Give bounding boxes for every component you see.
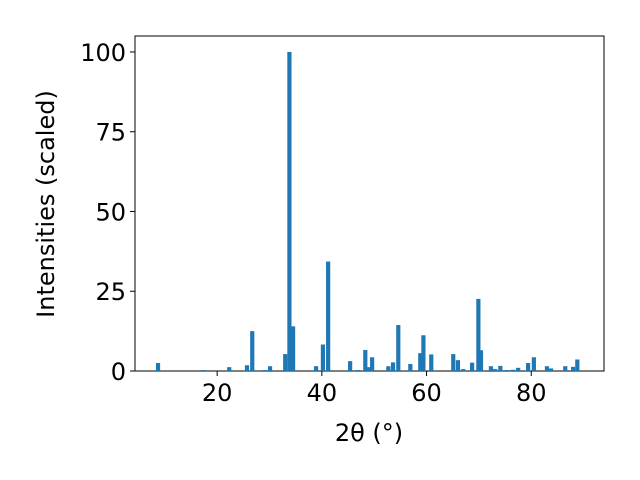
x-tick-label: 20 xyxy=(202,379,233,407)
bar xyxy=(408,363,413,371)
bar xyxy=(575,359,580,371)
y-tick-label: 25 xyxy=(95,278,126,306)
bar xyxy=(227,367,232,371)
bar xyxy=(314,366,319,371)
bar xyxy=(396,325,401,371)
bar xyxy=(418,353,423,371)
bar xyxy=(498,365,503,371)
bar xyxy=(250,331,255,371)
bar xyxy=(267,366,273,371)
bar xyxy=(386,366,391,371)
bar xyxy=(326,261,331,371)
bar xyxy=(476,298,481,371)
bar xyxy=(348,361,353,371)
bar xyxy=(461,369,466,371)
x-tick-label: 60 xyxy=(411,379,442,407)
bar xyxy=(155,363,161,371)
bar xyxy=(244,365,250,371)
bar xyxy=(429,354,434,371)
bar xyxy=(370,357,375,371)
bar xyxy=(516,367,521,371)
bar xyxy=(451,354,456,371)
bar xyxy=(563,366,568,371)
bar xyxy=(320,344,326,371)
bar xyxy=(549,368,554,371)
bar xyxy=(510,369,516,371)
bar xyxy=(283,354,288,371)
bar xyxy=(287,51,292,371)
bar xyxy=(290,326,296,371)
plot-frame xyxy=(134,35,605,372)
bar xyxy=(200,370,206,371)
bar xyxy=(421,335,426,371)
bar xyxy=(478,350,484,371)
x-tick-label: 40 xyxy=(307,379,338,407)
y-tick-label: 50 xyxy=(95,198,126,226)
bar xyxy=(355,370,361,371)
bar xyxy=(363,349,368,371)
bar xyxy=(493,369,498,371)
bar xyxy=(390,362,396,371)
y-tick-label: 0 xyxy=(111,358,126,386)
bar xyxy=(455,360,461,371)
bar xyxy=(262,370,267,371)
x-tick-label: 80 xyxy=(516,379,547,407)
bar xyxy=(470,362,475,371)
bar xyxy=(544,366,550,371)
y-axis-label: Intensities (scaled) xyxy=(32,90,60,318)
bar xyxy=(531,357,536,371)
bar xyxy=(365,367,371,371)
bar xyxy=(571,366,576,371)
y-tick-label: 75 xyxy=(95,119,126,147)
bar xyxy=(488,366,494,371)
y-tick-label: 100 xyxy=(80,39,126,67)
bar xyxy=(526,363,531,371)
x-axis-label: 2θ (°) xyxy=(335,419,403,447)
bar xyxy=(505,370,510,371)
